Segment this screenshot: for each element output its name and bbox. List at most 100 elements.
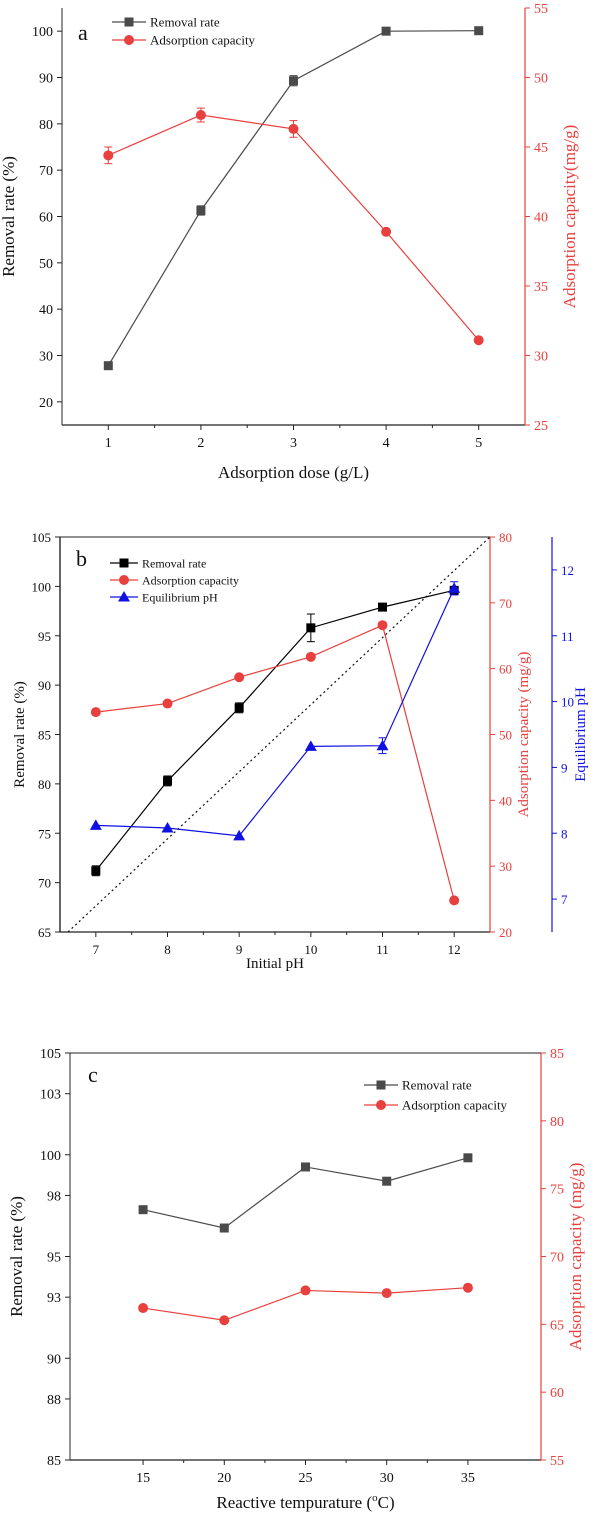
y-tick-label: 50 [39, 257, 53, 272]
y2-tick-label: 55 [534, 2, 548, 17]
x-tick-label: 25 [299, 1471, 313, 1486]
data-point-square [91, 866, 101, 876]
legend-label: Removal rate [150, 15, 220, 30]
y-tick-label: 80 [39, 118, 53, 133]
data-point-circle [300, 1285, 311, 1296]
data-point-triangle [304, 740, 317, 751]
legend-marker [124, 35, 134, 45]
y2-tick-label: 25 [534, 419, 548, 434]
legend-marker [124, 17, 134, 27]
data-point-circle [234, 672, 245, 683]
y-tick-label: 100 [40, 1149, 61, 1164]
y2-tick-label: 75 [550, 1183, 564, 1198]
y-tick-label: 70 [39, 164, 53, 179]
x-tick-label: 4 [383, 436, 390, 451]
data-point-circle [381, 1288, 392, 1299]
y-tick-label: 20 [39, 396, 53, 411]
y2-axis-title: Adsorption capacity (mg/g) [516, 652, 532, 818]
data-point-circle [90, 707, 101, 718]
y2-tick-label: 80 [550, 1115, 564, 1130]
series-line-removal-rate [95, 589, 455, 872]
data-point-circle [103, 150, 114, 161]
y3-tick-label: 12 [561, 563, 574, 578]
x-tick-label: 12 [448, 942, 461, 957]
x-tick-label: 2 [197, 436, 204, 451]
legend-label: Removal rate [402, 1078, 472, 1093]
y2-axis-title: Adsorption capacity(mg/g) [560, 125, 579, 309]
data-point-square [138, 1205, 148, 1215]
y-tick-label: 75 [38, 826, 51, 841]
data-point-square [219, 1223, 229, 1233]
panel-a-chart: 1 2 3 4 5203040506070809010025303540455055Re… [0, 2, 579, 482]
data-point-circle [473, 335, 484, 346]
y-axis-title: Removal rate (%) [7, 1196, 26, 1317]
y3-axis-title: Equilibrium pH [573, 687, 589, 782]
y3-tick-label: 7 [561, 892, 568, 907]
panel-label: a [78, 20, 88, 45]
y-tick-label: 90 [39, 72, 53, 87]
y2-tick-label: 40 [499, 793, 512, 808]
y2-tick-label: 20 [499, 925, 512, 940]
x-axis-title-text: Reactive tempurature ( [216, 1493, 372, 1512]
data-point-circle [381, 226, 392, 237]
y2-tick-label: 30 [499, 859, 512, 874]
data-point-circle [462, 1282, 473, 1293]
legend-marker [118, 591, 130, 602]
legend-label: Equilibrium pH [142, 591, 218, 605]
y2-tick-label: 70 [499, 596, 512, 611]
x-axis-title-unit: C) [378, 1493, 395, 1512]
legend-marker [119, 575, 129, 585]
data-point-circle [377, 620, 388, 631]
data-point-square [163, 776, 172, 786]
y-tick-label: 100 [32, 579, 52, 594]
y-tick-label: 85 [47, 1454, 61, 1469]
series-line-adsorption-capacity [108, 114, 480, 341]
data-point-triangle [89, 819, 102, 830]
series-line-adsorption-capacity [95, 624, 455, 901]
panel-label: c [88, 1062, 98, 1087]
x-tick-label: 9 [236, 942, 243, 957]
y-tick-label: 105 [40, 1047, 61, 1062]
legend-label: Adsorption capacity [150, 33, 256, 48]
data-point-triangle [233, 829, 246, 841]
y-tick-label: 95 [47, 1251, 61, 1266]
x-axis-title-text: Initial pH [246, 956, 304, 972]
y-tick-label: 70 [38, 876, 51, 891]
data-point-circle [305, 651, 316, 662]
legend-label: Adsorption capacity [402, 1098, 508, 1113]
y-tick-label: 80 [38, 777, 51, 792]
x-tick-label: 30 [380, 1471, 394, 1486]
y2-axis-title: Adsorption capacity (mg/g) [566, 1163, 585, 1351]
x-tick-label: 5 [475, 436, 482, 451]
y3-tick-label: 9 [561, 760, 568, 775]
x-axis-title-text: Adsorption dose (g/L) [218, 463, 369, 482]
y2-tick-label: 85 [550, 1047, 564, 1062]
y-axis-title: Removal rate (%) [0, 156, 18, 277]
x-tick-label: 11 [376, 942, 389, 957]
y-tick-label: 88 [47, 1393, 61, 1408]
y2-tick-label: 65 [550, 1318, 564, 1333]
data-point-circle [288, 123, 299, 134]
x-tick-label: 10 [304, 942, 317, 957]
data-point-triangle [161, 821, 174, 833]
x-tick-label: 35 [461, 1471, 475, 1486]
panel-c-chart: 15 20 25 30 35 85 88 90 93 95 98 100 103 105 55 60 65 70 7… [7, 1047, 585, 1512]
data-point-circle [195, 110, 206, 121]
y2-tick-label: 55 [550, 1454, 564, 1469]
data-point-square [196, 205, 206, 215]
y-tick-label: 30 [39, 350, 53, 365]
x-tick-label: 1 [105, 436, 112, 451]
panel-label: b [76, 546, 87, 571]
y-tick-label: 95 [38, 629, 51, 644]
y2-tick-label: 50 [534, 72, 548, 87]
x-axis-title: Adsorption dose (g/L) [218, 463, 369, 482]
y3-tick-label: 10 [561, 695, 574, 710]
legend-label: Removal rate [142, 557, 206, 571]
legend-marker [119, 558, 129, 568]
data-point-square [301, 1162, 310, 1172]
x-tick-label: 3 [290, 436, 297, 451]
y2-tick-label: 80 [499, 530, 512, 545]
y-axis-title: Removal rate (%) [12, 681, 28, 788]
y-tick-label: 98 [47, 1189, 61, 1204]
